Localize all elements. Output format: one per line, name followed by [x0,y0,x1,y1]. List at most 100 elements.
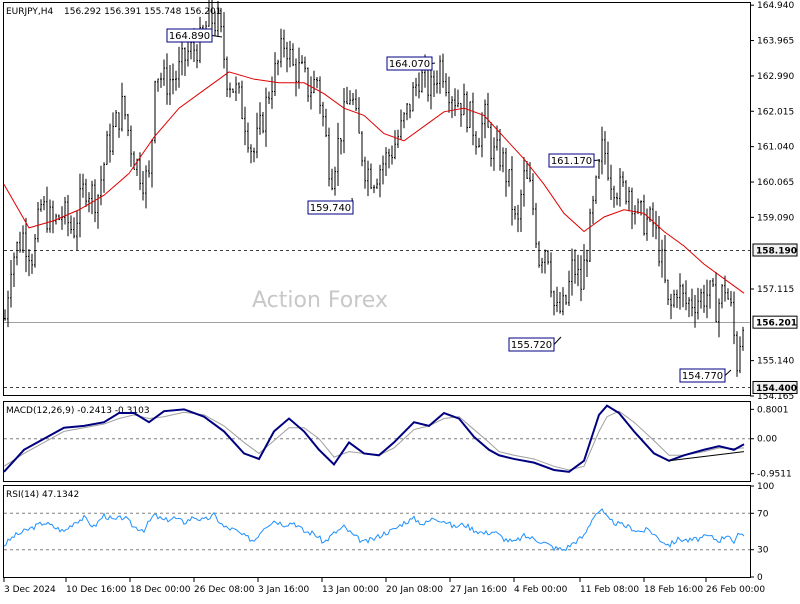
candle [346,86,348,105]
price-level-label: 156.201 [756,319,797,329]
x-tick-label: 10 Dec 16:00 [66,585,127,595]
candle [112,112,114,155]
candle [16,241,18,266]
candle [379,164,381,198]
candle [13,252,15,288]
candle [229,82,231,98]
candle [160,72,162,88]
candle [43,196,45,211]
candle [544,249,546,274]
chart-symbol: EURJPY,H4 [6,7,54,17]
price-level-box [752,243,798,257]
macd-signal-line [3,410,745,471]
macd-panel [3,401,751,482]
candle [40,199,42,212]
candle [91,180,93,215]
swing-label-text: 154.770 [682,371,723,382]
candle [127,113,129,137]
candle [472,92,474,146]
candle [82,173,84,198]
candle [142,170,144,201]
candle [73,217,75,239]
candle [55,213,57,225]
candle [478,137,480,148]
candle [664,234,666,284]
candle [736,331,738,377]
candle [448,76,450,113]
candle [556,286,558,313]
candle [652,202,654,238]
candle [526,161,528,179]
candle [460,102,462,127]
candle [511,156,513,226]
macd-tick-label: 0.8001 [757,405,789,415]
candle [10,259,12,308]
candle [355,89,357,111]
candle [292,43,294,67]
macd-trendline [668,451,745,462]
x-tick-label: 18 Dec 00:00 [130,585,191,595]
candle [625,180,627,205]
candle [247,122,249,153]
candle [661,239,663,278]
candle [163,59,165,86]
candle [733,291,735,345]
swing-label-164.070: 164.070 [386,56,436,71]
candle [403,112,405,129]
swing-label-164.890: 164.890 [166,28,223,43]
candle [400,109,402,140]
candle [454,88,456,117]
candle [505,147,507,197]
candle [148,160,150,178]
candle [256,112,258,159]
candle [616,192,618,206]
candle [676,289,678,309]
candle [586,249,588,277]
swing-label-box [386,56,433,71]
candle [457,89,459,108]
candle [70,215,72,234]
candle [610,164,612,200]
candle [601,126,603,175]
candle [580,255,582,302]
rsi-title: RSI(14) 47.1342 [6,490,79,500]
candle [343,87,345,154]
candle [493,137,495,171]
price-tick-label: 159.090 [757,213,794,223]
price-tick-label: 164.940 [757,1,794,11]
candle [529,162,531,183]
watermark: Action Forex [252,288,388,313]
x-tick-label: 4 Feb 00:00 [514,585,568,595]
candle [232,88,234,93]
candle [214,11,216,36]
candle [538,241,540,268]
macd-tick-label: -0.9511 [757,470,792,480]
candle [574,249,576,284]
candle [328,127,330,187]
swing-label-text: 164.890 [169,31,210,42]
price-tick-label: 154.165 [757,392,794,402]
candle [673,289,675,308]
candle [679,273,681,310]
candle [394,130,396,160]
candle [520,189,522,233]
rsi-tick-label: 0 [757,573,763,583]
candle [7,290,9,328]
candle [31,253,33,274]
candle [670,293,672,320]
swing-label-text: 164.070 [389,59,430,70]
candle [178,46,180,88]
candle [631,187,633,230]
candle [313,70,315,94]
candle [319,76,321,114]
candle [124,95,126,120]
candle [310,76,312,110]
candle [409,103,411,119]
candle [721,284,723,309]
candle [241,80,243,120]
candle [595,175,597,204]
candle [340,138,342,155]
x-tick-label: 26 Dec 08:00 [194,585,255,595]
candle [577,254,579,287]
candle [19,231,21,253]
